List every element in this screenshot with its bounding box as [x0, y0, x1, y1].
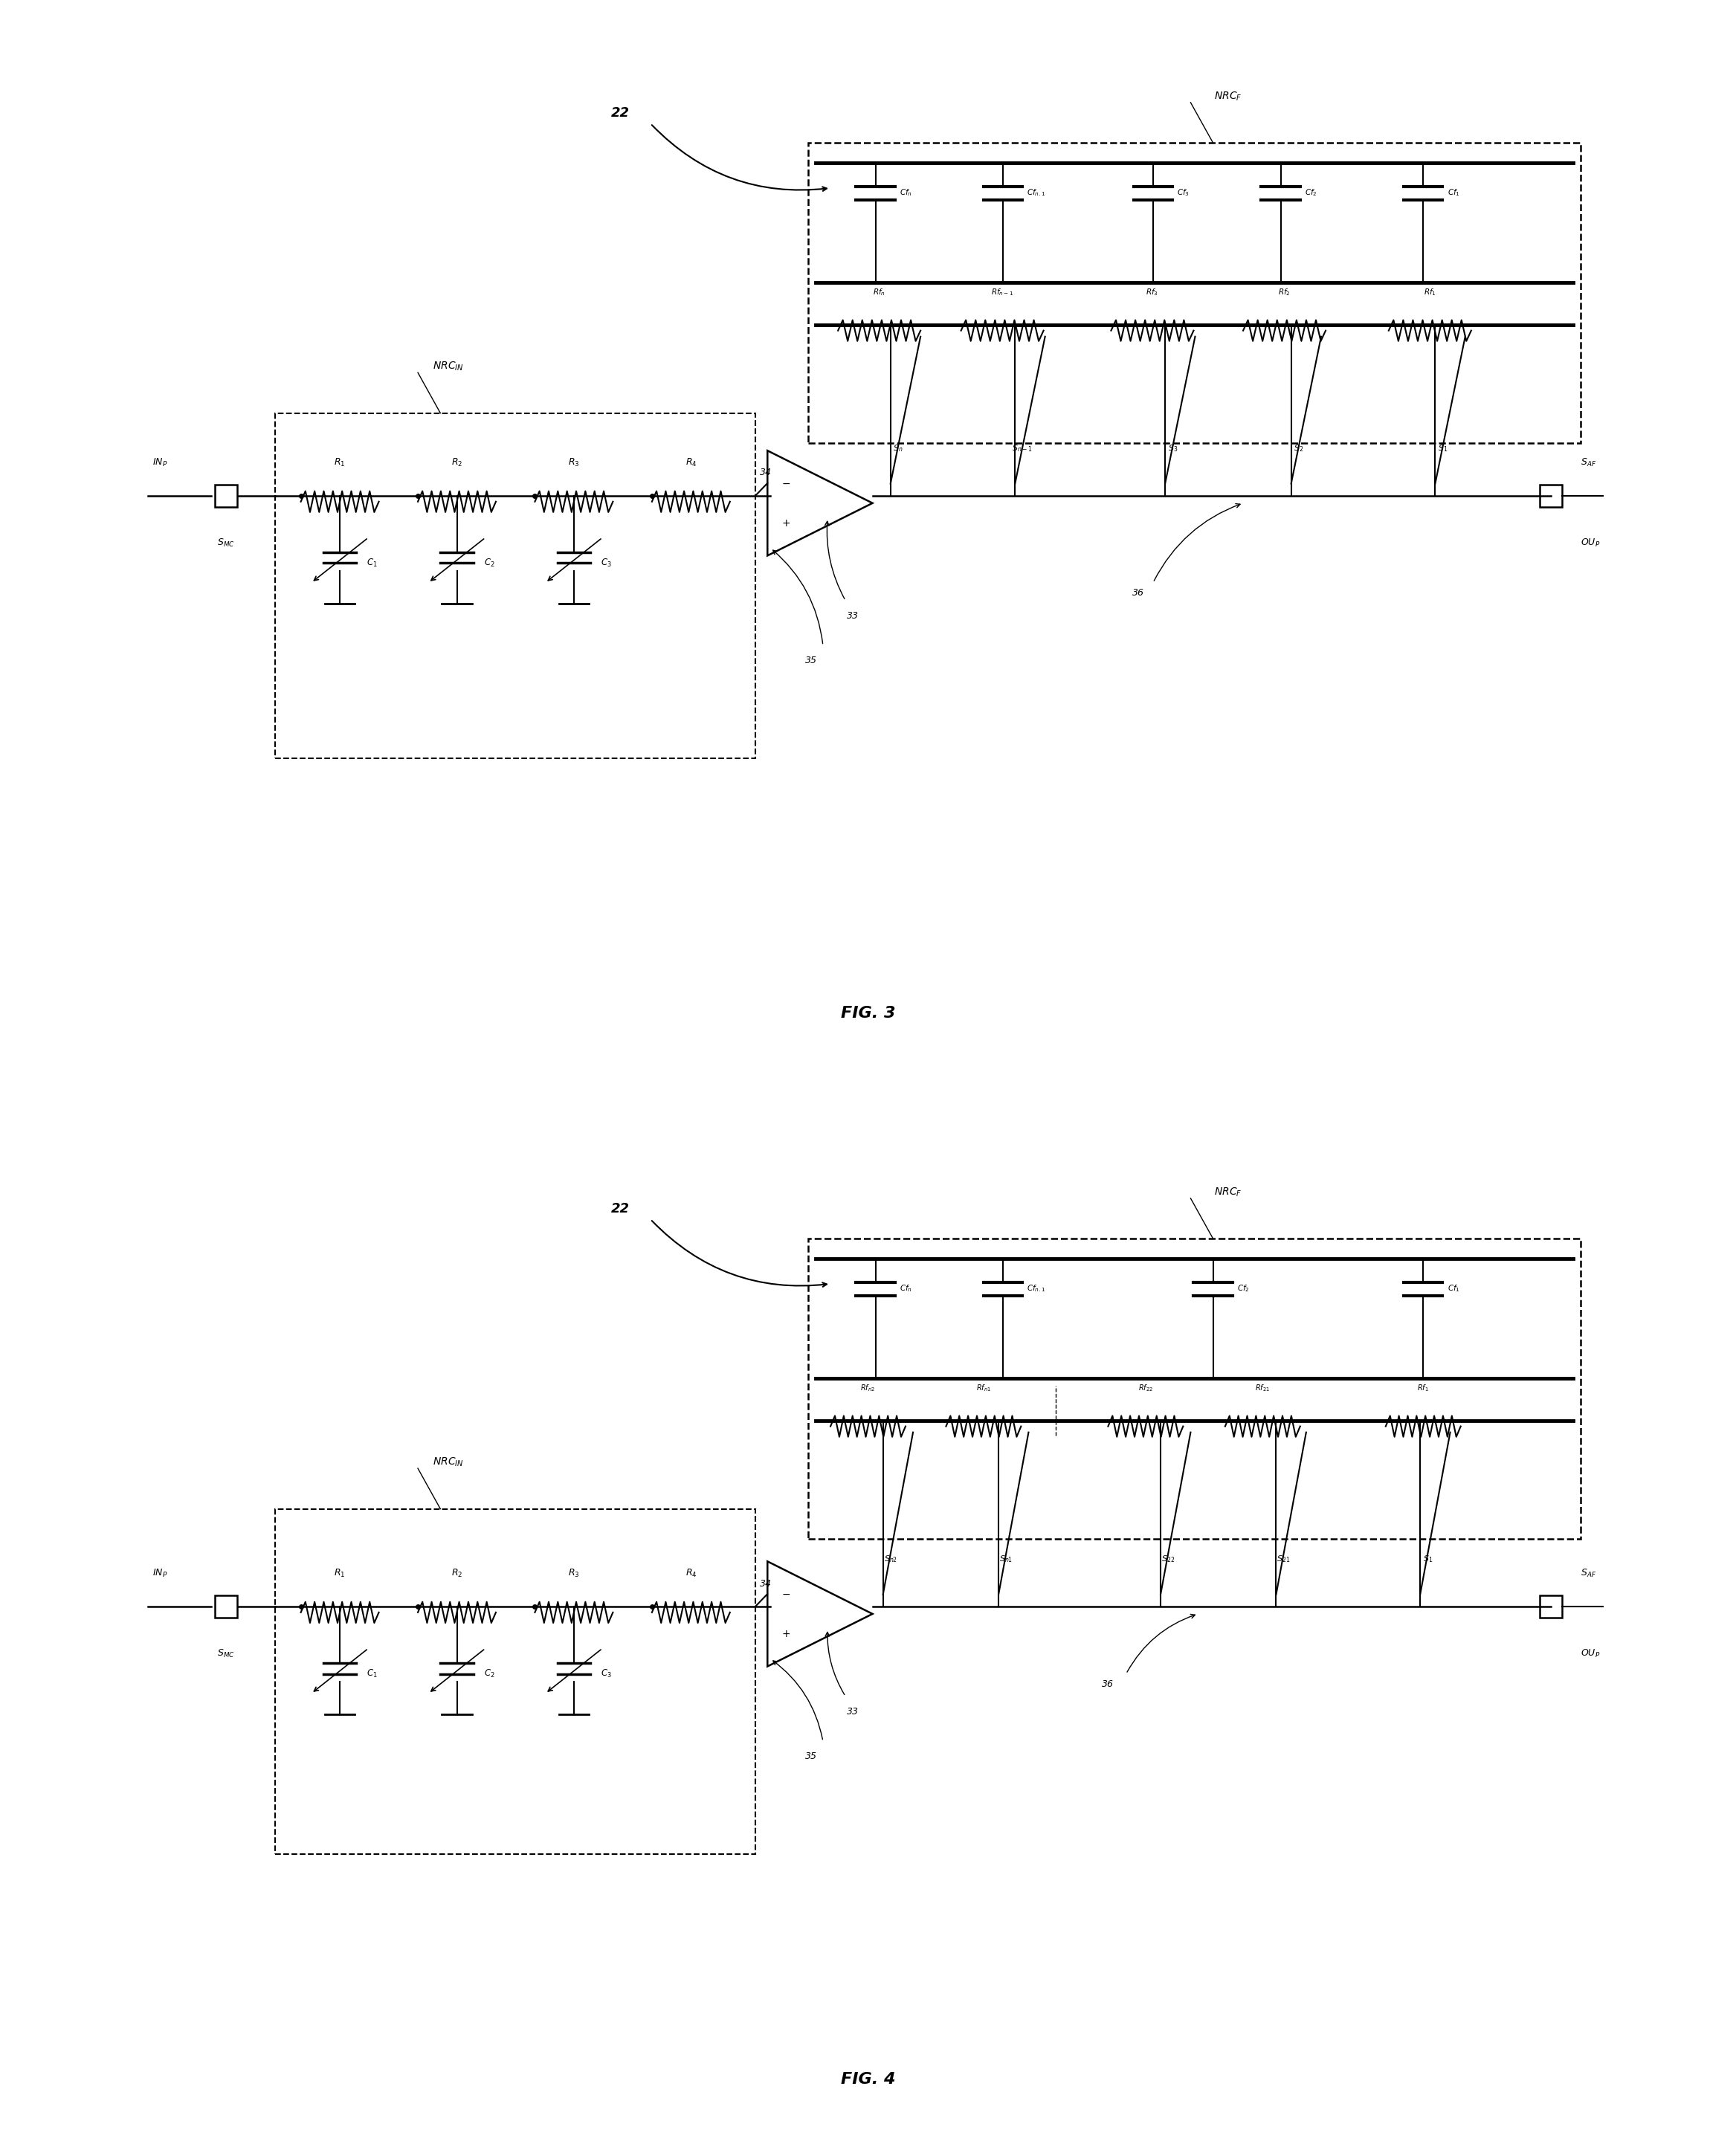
Text: $C_2$: $C_2$ — [484, 558, 495, 569]
Text: FIG. 4: FIG. 4 — [840, 2072, 896, 2087]
Text: $Rf_1$: $Rf_1$ — [1417, 1383, 1429, 1393]
Text: $S_n$: $S_n$ — [892, 442, 903, 453]
Text: $R_4$: $R_4$ — [686, 457, 696, 468]
Text: $R_2$: $R_2$ — [451, 457, 462, 468]
Text: 22: 22 — [611, 107, 630, 120]
Text: $Cf_n$: $Cf_n$ — [899, 1284, 911, 1292]
Text: 36: 36 — [1132, 588, 1144, 599]
Text: $Cf_3$: $Cf_3$ — [1177, 187, 1189, 198]
Text: OU$_P$: OU$_P$ — [1581, 537, 1601, 550]
Text: $Cf_n$: $Cf_n$ — [899, 187, 911, 198]
Text: $+$: $+$ — [781, 1630, 790, 1638]
Text: $R_3$: $R_3$ — [568, 457, 580, 468]
Text: $S_1$: $S_1$ — [1424, 1554, 1432, 1565]
Text: NRC$_{IN}$: NRC$_{IN}$ — [432, 361, 464, 374]
Text: $Rf_2$: $Rf_2$ — [1278, 288, 1290, 298]
Text: IN$_P$: IN$_P$ — [153, 1567, 167, 1580]
Text: $Rf_n$: $Rf_n$ — [873, 288, 885, 298]
Text: 35: 35 — [806, 1752, 818, 1761]
Text: $S_{n1}$: $S_{n1}$ — [1000, 1554, 1012, 1565]
Text: $S_{21}$: $S_{21}$ — [1278, 1554, 1290, 1565]
Text: $S_{22}$: $S_{22}$ — [1161, 1554, 1175, 1565]
Text: $R_3$: $R_3$ — [568, 1567, 580, 1580]
Text: $R_2$: $R_2$ — [451, 1567, 462, 1580]
Text: $+$: $+$ — [781, 517, 790, 528]
Text: 34: 34 — [760, 468, 773, 477]
Text: $-$: $-$ — [781, 479, 790, 487]
Bar — [215, 485, 238, 507]
Text: $C_1$: $C_1$ — [366, 558, 378, 569]
Text: $Rf_{n2}$: $Rf_{n2}$ — [861, 1383, 875, 1393]
Text: $Cf_1$: $Cf_1$ — [1448, 1284, 1460, 1292]
Text: $C_1$: $C_1$ — [366, 1668, 378, 1679]
Text: S$_{MC}$: S$_{MC}$ — [217, 1649, 234, 1660]
Text: $Rf_{22}$: $Rf_{22}$ — [1139, 1383, 1153, 1393]
Text: $Rf_{n-1}$: $Rf_{n-1}$ — [991, 288, 1014, 298]
Text: $Rf_{n1}$: $Rf_{n1}$ — [976, 1383, 991, 1393]
Text: 34: 34 — [760, 1578, 773, 1589]
Text: $R_1$: $R_1$ — [333, 457, 345, 468]
Text: S$_{AF}$: S$_{AF}$ — [1581, 1567, 1597, 1580]
Text: $C_2$: $C_2$ — [484, 1668, 495, 1679]
Text: $Cf_{n.1}$: $Cf_{n.1}$ — [1028, 187, 1045, 198]
Text: $Cf_1$: $Cf_1$ — [1448, 187, 1460, 198]
Text: 35: 35 — [806, 655, 818, 666]
Text: $C_3$: $C_3$ — [601, 558, 611, 569]
Text: NRC$_{IN}$: NRC$_{IN}$ — [432, 1456, 464, 1469]
Bar — [1540, 1595, 1562, 1617]
Text: FIG. 3: FIG. 3 — [840, 1005, 896, 1020]
Bar — [1540, 485, 1562, 507]
Text: 22: 22 — [611, 1202, 630, 1215]
Text: $S_3$: $S_3$ — [1168, 442, 1177, 453]
Text: OU$_P$: OU$_P$ — [1581, 1649, 1601, 1660]
Text: $Cf_2$: $Cf_2$ — [1238, 1284, 1250, 1292]
Text: $Cf_{n.1}$: $Cf_{n.1}$ — [1028, 1284, 1045, 1292]
Text: $S_{n2}$: $S_{n2}$ — [884, 1554, 898, 1565]
Text: $S_1$: $S_1$ — [1437, 442, 1448, 453]
Text: NRC$_F$: NRC$_F$ — [1213, 1185, 1241, 1198]
Text: S$_{AF}$: S$_{AF}$ — [1581, 457, 1597, 468]
Text: 36: 36 — [1102, 1679, 1115, 1690]
Bar — [276, 412, 755, 758]
Text: 33: 33 — [847, 1707, 859, 1715]
Bar — [215, 1595, 238, 1617]
Bar — [276, 1509, 755, 1855]
Bar — [807, 144, 1581, 442]
Text: $S_{n-1}$: $S_{n-1}$ — [1012, 442, 1033, 453]
Text: S$_{MC}$: S$_{MC}$ — [217, 537, 234, 550]
Text: $Cf_2$: $Cf_2$ — [1305, 187, 1318, 198]
Text: $Rf_{21}$: $Rf_{21}$ — [1255, 1383, 1271, 1393]
Text: $Rf_3$: $Rf_3$ — [1146, 288, 1158, 298]
Text: 33: 33 — [847, 610, 859, 620]
Text: IN$_P$: IN$_P$ — [153, 457, 167, 468]
Text: $R_1$: $R_1$ — [333, 1567, 345, 1580]
Text: $C_3$: $C_3$ — [601, 1668, 611, 1679]
Text: $-$: $-$ — [781, 1589, 790, 1600]
Text: $R_4$: $R_4$ — [686, 1567, 696, 1580]
Text: $Rf_1$: $Rf_1$ — [1424, 288, 1436, 298]
Text: $S_2$: $S_2$ — [1293, 442, 1304, 453]
Text: NRC$_F$: NRC$_F$ — [1213, 90, 1241, 103]
Bar — [807, 1239, 1581, 1539]
